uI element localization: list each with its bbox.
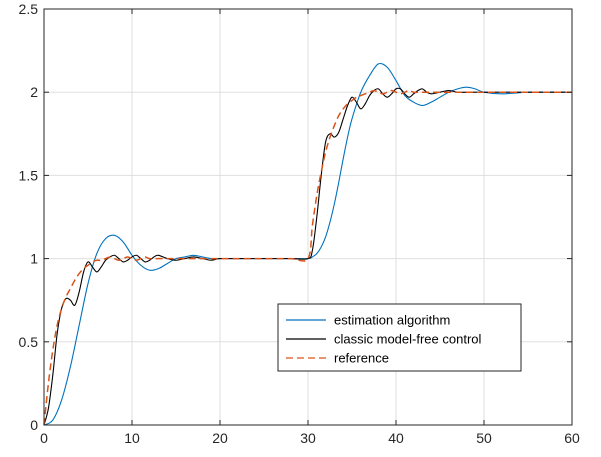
x-tick-label: 60: [564, 430, 580, 446]
legend-box: [277, 303, 522, 372]
y-tick-label: 1: [30, 251, 38, 267]
y-tick-label: 0: [30, 417, 38, 433]
x-tick-label: 50: [476, 430, 492, 446]
ticks: 0 10 20 30 40 50 60 0 0.5 1 1.5 2 2.5: [19, 1, 580, 446]
x-tick-label: 10: [124, 430, 140, 446]
legend-label: reference: [334, 351, 389, 366]
legend-label: classic model-free control: [334, 332, 481, 347]
y-tick-label: 2.5: [19, 1, 39, 17]
y-tick-label: 0.5: [19, 334, 39, 350]
series-line-reference: [43, 89, 572, 426]
legend-label: estimation algorithm: [334, 313, 450, 328]
x-tick-label: 20: [212, 430, 228, 446]
x-tick-label: 30: [300, 430, 316, 446]
y-tick-label: 2: [30, 84, 38, 100]
x-tick-label: 40: [388, 430, 404, 446]
x-tick-label: 0: [40, 430, 48, 446]
series-line-estimation-algorithm: [43, 62, 572, 426]
legend: estimation algorithm classic model-free c…: [277, 303, 522, 372]
y-tick-label: 1.5: [19, 167, 39, 183]
series-layer: [43, 62, 572, 426]
